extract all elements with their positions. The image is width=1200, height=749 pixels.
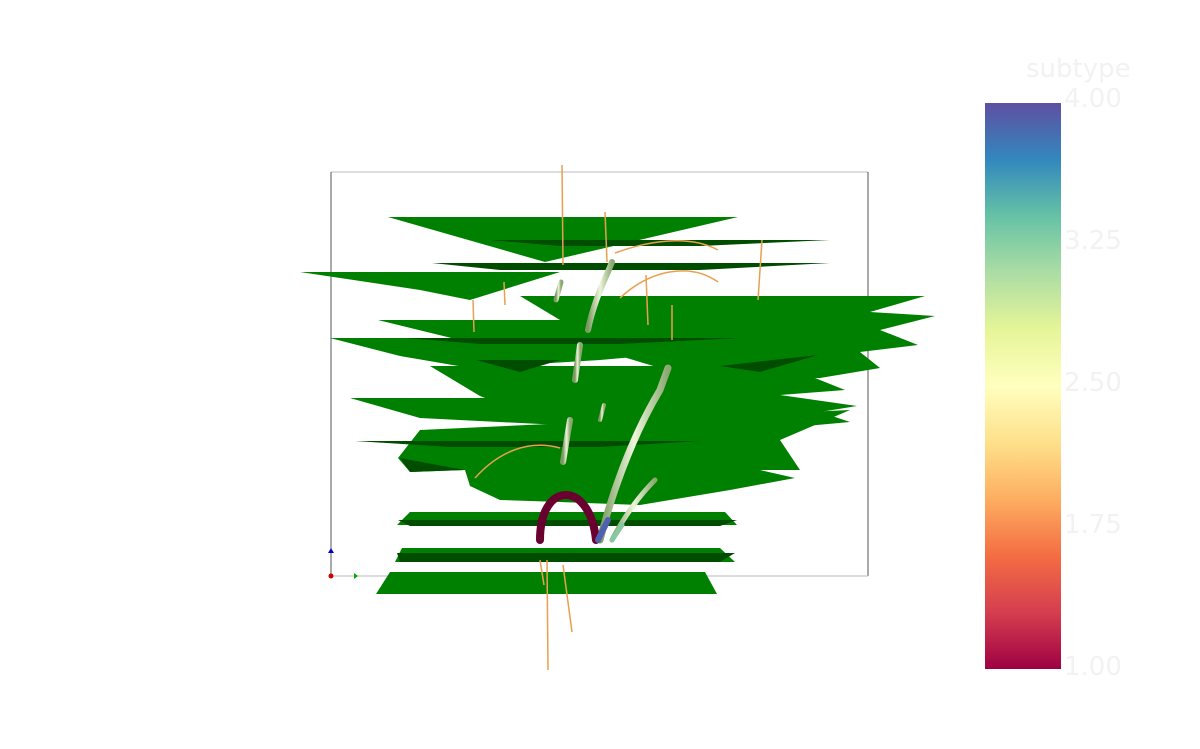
colorbar-tick-min: 1.00 [1064, 652, 1122, 682]
colorbar-title: subtype [1026, 54, 1131, 84]
colorbar-tick: 1.75 [1064, 510, 1122, 540]
colorbar-gradient [985, 103, 1061, 669]
roots [472, 164, 763, 671]
leaf-blades [300, 217, 935, 594]
orientation-axes [328, 548, 358, 579]
colorbar-tick: 2.50 [1064, 368, 1122, 398]
colorbar-tick: 3.25 [1064, 226, 1122, 256]
colorbar [985, 103, 1061, 669]
colorbar-tick-max: 4.00 [1064, 84, 1122, 114]
basal-organs [536, 491, 625, 544]
leaf-edges [355, 240, 830, 562]
